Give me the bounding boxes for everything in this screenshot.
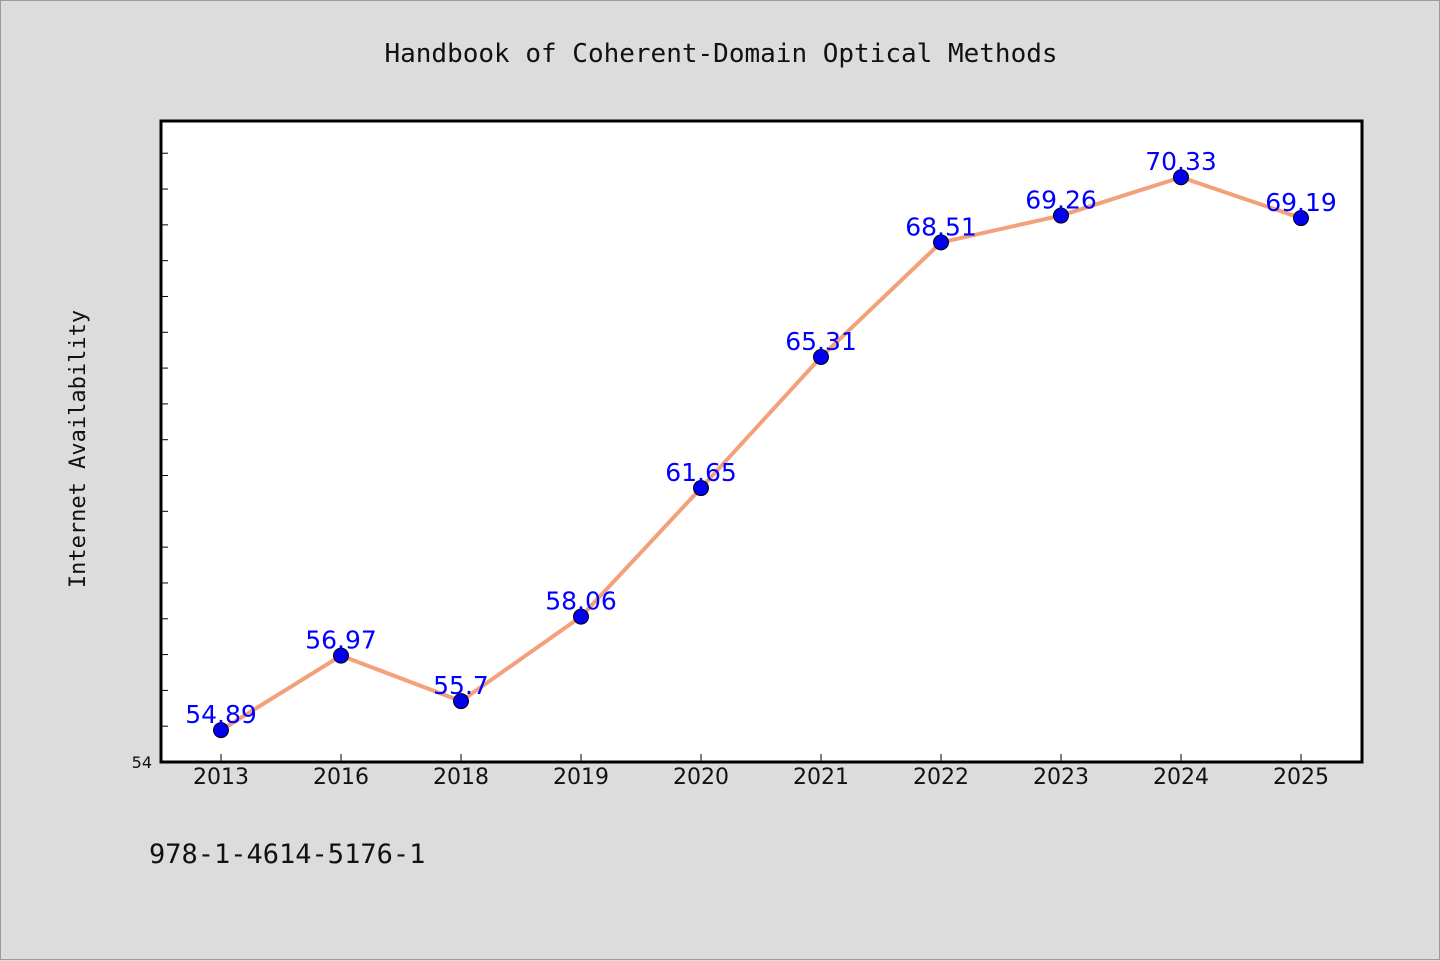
data-label: 54.89 bbox=[185, 700, 257, 729]
data-point bbox=[1053, 207, 1069, 224]
data-label: 56.97 bbox=[305, 626, 377, 655]
data-point bbox=[453, 693, 469, 710]
data-point bbox=[933, 234, 949, 251]
x-tick-label: 2018 bbox=[433, 765, 489, 790]
x-tick-label: 2024 bbox=[1153, 765, 1209, 790]
x-tick-label: 2020 bbox=[673, 765, 729, 790]
x-axis-ticks bbox=[220, 754, 1302, 762]
data-label: 69.26 bbox=[1025, 186, 1097, 215]
series-line-group bbox=[219, 175, 1303, 733]
chart-title: Handbook of Coherent-Domain Optical Meth… bbox=[384, 39, 1057, 69]
data-labels-group: 54.89 56.97 55.7 58.06 61.65 65.31 68.51 69.26 7… bbox=[185, 147, 1337, 729]
x-tick-label: 2013 bbox=[193, 765, 249, 790]
data-point bbox=[213, 722, 229, 739]
data-point bbox=[1293, 210, 1309, 227]
y-axis-label: Internet Availability bbox=[66, 310, 91, 588]
y-tick-label-min: 54 bbox=[132, 753, 152, 772]
x-axis-tick-labels: 2013 2016 2018 2019 2020 2021 2022 2023 2024 2025 bbox=[193, 765, 1329, 790]
data-label: 65.31 bbox=[785, 327, 857, 356]
isbn-text: 978-1-4614-5176-1 bbox=[149, 839, 425, 870]
series-line bbox=[219, 175, 1303, 733]
data-point bbox=[813, 348, 829, 365]
x-tick-label: 2022 bbox=[913, 765, 969, 790]
data-label: 58.06 bbox=[545, 587, 617, 616]
data-label: 70.33 bbox=[1145, 147, 1217, 176]
x-tick-label: 2023 bbox=[1033, 765, 1089, 790]
x-tick-label: 2016 bbox=[313, 765, 369, 790]
data-point bbox=[333, 647, 349, 664]
x-tick-label: 2019 bbox=[553, 765, 609, 790]
x-tick-label: 2021 bbox=[793, 765, 849, 790]
series-markers-group bbox=[213, 169, 1309, 739]
data-label: 69.19 bbox=[1265, 188, 1337, 217]
y-axis-ticks bbox=[161, 152, 168, 727]
data-label: 55.7 bbox=[433, 671, 489, 700]
data-point bbox=[1173, 169, 1189, 186]
data-label: 61.65 bbox=[665, 458, 737, 487]
plot-area bbox=[159, 119, 1364, 764]
x-tick-label: 2025 bbox=[1273, 765, 1329, 790]
data-label: 68.51 bbox=[905, 212, 977, 241]
data-point bbox=[693, 480, 709, 497]
data-point bbox=[573, 608, 589, 625]
